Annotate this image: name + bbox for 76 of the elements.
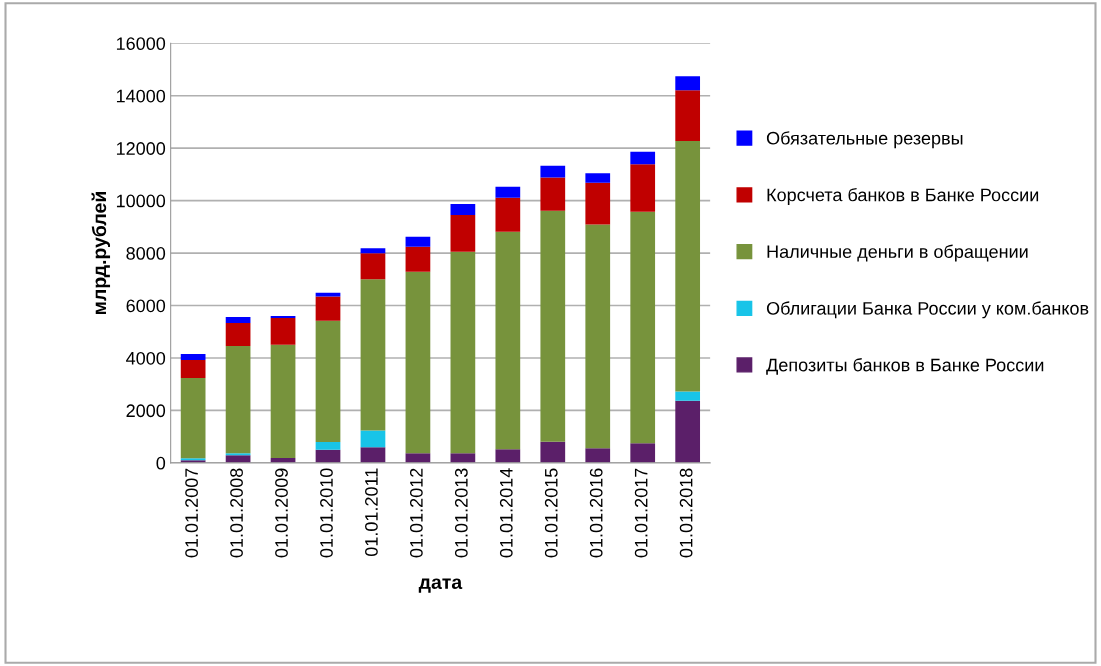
x-tick-label: 01.01.2009 <box>275 468 288 558</box>
x-tick-label: 01.01.2018 <box>679 468 693 558</box>
bar <box>225 453 251 456</box>
bar <box>540 210 566 442</box>
y-tick-label: 8000 <box>126 247 166 260</box>
bar <box>450 453 476 463</box>
x-tick-label: 01.01.2013 <box>454 468 468 558</box>
bar <box>495 197 521 232</box>
bar <box>225 323 251 346</box>
bar <box>360 248 386 254</box>
bar <box>630 164 656 212</box>
y-tick-label: 6000 <box>126 299 166 313</box>
bar <box>360 430 386 448</box>
bar <box>360 253 386 280</box>
bar <box>270 344 296 458</box>
x-tick-label: 01.01.2008 <box>230 468 243 558</box>
bar <box>315 441 341 450</box>
bar <box>540 177 566 211</box>
bar <box>180 360 206 378</box>
bar <box>585 182 611 225</box>
bar <box>675 76 701 91</box>
x-tick-label: 01.01.2015 <box>544 468 558 558</box>
y-tick-label: 2000 <box>126 404 166 418</box>
bar <box>360 447 386 463</box>
y-tick-label: 16000 <box>116 37 166 51</box>
bar <box>585 448 611 463</box>
y-tick-label: 10000 <box>116 194 166 208</box>
x-tick-label: 01.01.2007 <box>185 468 198 558</box>
y-axis-title: млрд.рублей <box>91 192 111 315</box>
x-tick-label: 01.01.2010 <box>320 468 333 558</box>
bar <box>270 318 296 345</box>
bar <box>315 296 341 321</box>
bar <box>675 141 701 392</box>
x-tick-label: 01.01.2016 <box>589 468 603 558</box>
bar <box>585 224 611 449</box>
bar <box>495 449 521 463</box>
x-axis-title: дата <box>418 578 463 593</box>
bar <box>450 251 476 454</box>
bar <box>405 236 431 247</box>
bar <box>495 231 521 450</box>
x-tick-label: 01.01.2012 <box>409 468 423 558</box>
bar <box>585 173 611 183</box>
bar <box>225 317 251 324</box>
bar <box>540 165 566 178</box>
y-tick-label: 14000 <box>116 89 166 103</box>
legend-label: Облигации Банка России у ком.банков <box>766 301 1089 319</box>
bar <box>360 279 386 431</box>
bar <box>495 186 521 198</box>
legend-label: Корсчета банков в Банке России <box>767 187 1039 205</box>
bar <box>630 443 656 463</box>
legend-label: Депозиты банков в Банке России <box>766 357 1044 375</box>
bar <box>315 292 341 297</box>
x-tick-label: 01.01.2011 <box>365 468 378 557</box>
y-tick-label: 12000 <box>116 142 166 155</box>
bar <box>630 211 656 444</box>
bar <box>450 204 476 216</box>
bar <box>180 377 206 459</box>
bar <box>675 90 701 142</box>
bar <box>225 345 251 454</box>
legend-label: Обязательные резервы <box>766 131 963 149</box>
bar <box>675 400 701 463</box>
bar <box>405 453 431 463</box>
bar <box>540 441 566 463</box>
bar <box>315 320 341 442</box>
bar <box>450 215 476 252</box>
legend-label: Наличные деньги в обращении <box>767 244 1028 262</box>
x-tick-label: 01.01.2017 <box>634 468 648 558</box>
y-tick-label: 0 <box>156 456 166 470</box>
bar <box>270 316 296 319</box>
bar <box>630 151 656 165</box>
bar <box>180 354 206 361</box>
bar <box>405 246 431 272</box>
bar <box>675 391 701 401</box>
x-tick-label: 01.01.2014 <box>499 468 513 558</box>
y-tick-label: 4000 <box>126 351 166 365</box>
bar <box>405 271 431 454</box>
